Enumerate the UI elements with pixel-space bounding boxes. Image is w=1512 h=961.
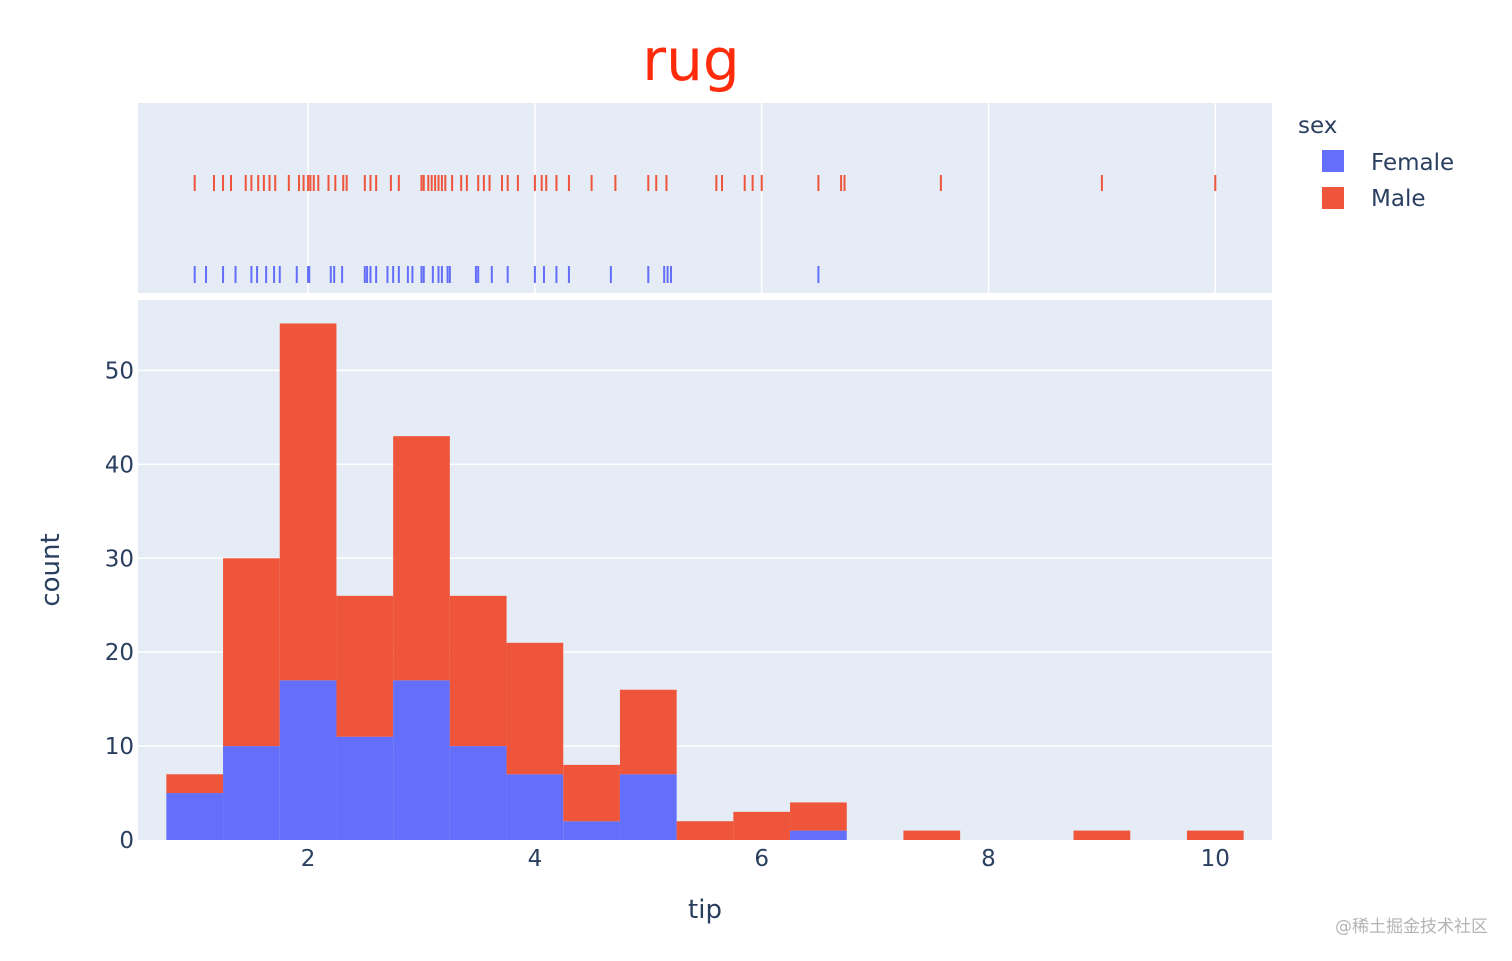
- y-tick-label: 40: [105, 452, 134, 478]
- legend-swatch-female: [1322, 150, 1344, 172]
- bar-male[interactable]: [166, 774, 224, 794]
- legend-item-female[interactable]: Female: [1322, 150, 1454, 176]
- x-tick-label: 8: [981, 846, 996, 872]
- legend-title: sex: [1298, 113, 1337, 139]
- bar-male[interactable]: [393, 436, 450, 681]
- x-axis-label: tip: [688, 895, 722, 925]
- chart-title: rug: [642, 26, 739, 94]
- bar-male[interactable]: [903, 830, 961, 840]
- y-axis-ticks: 0 10 20 30 40 50: [105, 358, 134, 854]
- x-tick-label: 4: [528, 846, 543, 872]
- bar-male[interactable]: [733, 811, 791, 840]
- bar-female[interactable]: [223, 746, 280, 840]
- rug-gridlines: [307, 103, 1217, 293]
- x-tick-label: 6: [754, 846, 769, 872]
- watermark: @稀土掘金技术社区: [1335, 917, 1488, 937]
- rug-marks: [193, 175, 1217, 283]
- x-axis-ticks: 2 4 6 8 10: [301, 846, 1230, 872]
- bar-female[interactable]: [449, 746, 507, 840]
- legend: sex Female Male: [1298, 113, 1454, 212]
- histogram-bars: [166, 323, 1244, 840]
- bar-male[interactable]: [506, 642, 564, 775]
- bar-male[interactable]: [336, 595, 394, 737]
- bar-male[interactable]: [563, 764, 620, 822]
- bar-female[interactable]: [790, 830, 847, 840]
- x-tick-label: 2: [301, 846, 316, 872]
- bar-female[interactable]: [506, 774, 564, 840]
- legend-label-female: Female: [1371, 150, 1454, 176]
- bar-male[interactable]: [1186, 830, 1244, 840]
- rug-plot-area: [138, 103, 1272, 293]
- legend-item-male[interactable]: Male: [1322, 186, 1425, 212]
- bar-male[interactable]: [619, 689, 677, 775]
- bar-female[interactable]: [279, 680, 337, 840]
- bar-female[interactable]: [393, 680, 450, 840]
- y-tick-label: 50: [105, 358, 134, 384]
- bar-male[interactable]: [279, 323, 337, 681]
- legend-label-male: Male: [1371, 186, 1425, 212]
- bar-female[interactable]: [336, 736, 394, 840]
- x-tick-label: 10: [1201, 846, 1230, 872]
- bar-female[interactable]: [563, 821, 620, 840]
- bar-female[interactable]: [166, 793, 224, 840]
- y-axis-label: count: [36, 533, 66, 606]
- y-tick-label: 0: [119, 828, 134, 854]
- bar-male[interactable]: [223, 558, 280, 747]
- y-tick-label: 20: [105, 640, 134, 666]
- bar-male[interactable]: [1073, 830, 1131, 840]
- bar-male[interactable]: [449, 595, 507, 747]
- y-tick-label: 30: [105, 546, 134, 572]
- bar-female[interactable]: [619, 774, 677, 840]
- legend-swatch-male: [1322, 187, 1344, 209]
- y-tick-label: 10: [105, 734, 134, 760]
- bar-male[interactable]: [790, 802, 847, 831]
- bar-male[interactable]: [676, 821, 734, 840]
